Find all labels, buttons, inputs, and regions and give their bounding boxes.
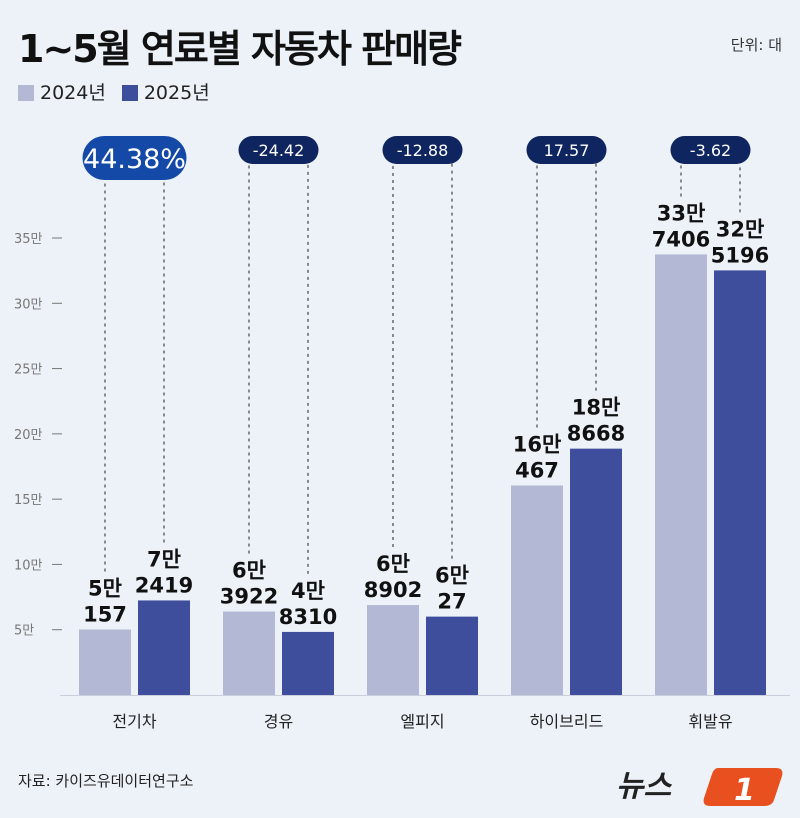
data-label-line1: 6만 xyxy=(435,564,469,588)
change-badge xyxy=(382,136,463,164)
bar-2024 xyxy=(511,485,563,695)
legend-swatch-2025 xyxy=(121,85,138,101)
legend: 2024년 2025년 xyxy=(18,78,210,105)
change-badge-label: 44.38% xyxy=(83,144,186,175)
unit-label: 단위: 대 xyxy=(730,36,782,54)
bar-2025 xyxy=(714,270,766,695)
x-tick-label: 휘발유 xyxy=(688,712,732,731)
connector-line xyxy=(392,149,423,548)
data-label-line2: 467 xyxy=(515,458,559,482)
data-label-line2: 7406 xyxy=(652,227,710,251)
y-tick-label: 35만 xyxy=(14,232,43,247)
chart-title: 1~5월 연료별 자동차 판매량 xyxy=(18,27,462,71)
y-tick-label: 20만 xyxy=(14,428,43,443)
change-badge-label: -3.62 xyxy=(690,141,731,160)
data-label-line2: 8310 xyxy=(279,605,337,629)
connector-line xyxy=(278,149,309,574)
data-label-line2: 27 xyxy=(437,590,466,614)
bar-2024 xyxy=(367,605,419,695)
change-badge-label: -24.42 xyxy=(253,141,305,160)
connector-line xyxy=(422,149,453,559)
connector-line xyxy=(134,157,165,543)
data-label-line2: 3922 xyxy=(220,585,278,609)
change-badge-label: -12.88 xyxy=(397,141,449,160)
data-label-line1: 4만 xyxy=(291,579,325,603)
change-badge xyxy=(82,136,187,180)
data-label-line1: 6만 xyxy=(232,559,266,583)
data-label-line2: 8668 xyxy=(567,422,625,446)
change-badge xyxy=(670,136,751,164)
data-label-line1: 33만 xyxy=(657,201,706,225)
y-tick-label: 30만 xyxy=(14,297,43,312)
bar-2025 xyxy=(138,600,190,695)
y-tick-label: 15만 xyxy=(14,493,43,508)
x-tick-label: 경유 xyxy=(264,712,293,731)
connector-line xyxy=(248,149,279,554)
data-label-line1: 18만 xyxy=(572,396,621,420)
data-label-line2: 8902 xyxy=(364,578,422,602)
bar-2024 xyxy=(223,611,275,695)
x-tick-label: 하이브리드 xyxy=(530,712,604,731)
svg-text:뉴스: 뉴스 xyxy=(616,769,673,804)
change-badge xyxy=(238,136,319,164)
y-tick-label: 25만 xyxy=(14,363,43,378)
y-tick-label: 5만 xyxy=(14,624,34,639)
data-label-line2: 2419 xyxy=(135,573,193,597)
data-label-line1: 6만 xyxy=(376,552,410,576)
news1-logo: 뉴스 1 xyxy=(616,768,783,808)
data-label-line2: 5196 xyxy=(711,243,769,267)
data-label-line1: 7만 xyxy=(147,547,181,571)
change-badge-label: 17.57 xyxy=(544,141,590,160)
legend-item-2025: 2025년 xyxy=(121,78,210,105)
x-tick-label: 전기차 xyxy=(112,712,156,731)
source-note: 자료: 카이즈유데이터연구소 xyxy=(18,772,194,790)
data-label-line1: 32만 xyxy=(716,217,765,241)
legend-label-2024: 2024년 xyxy=(40,82,106,104)
legend-label-2025: 2025년 xyxy=(143,82,210,104)
bar-2024 xyxy=(79,629,131,695)
connector-line xyxy=(104,157,135,572)
legend-swatch-2024 xyxy=(18,85,34,101)
connector-line xyxy=(680,149,711,197)
connector-line xyxy=(536,149,567,428)
y-tick-label: 10만 xyxy=(14,558,43,573)
data-label-line1: 5만 xyxy=(88,577,122,601)
data-label-line2: 157 xyxy=(83,603,127,627)
legend-item-2024: 2024년 xyxy=(18,78,106,105)
data-label-line1: 16만 xyxy=(513,432,562,456)
bar-2024 xyxy=(655,254,707,696)
connector-line xyxy=(566,149,597,391)
change-badge xyxy=(526,136,607,164)
svg-text:1: 1 xyxy=(734,773,755,808)
bar-2025 xyxy=(426,616,478,695)
bar-2025 xyxy=(570,448,622,695)
bar-2025 xyxy=(282,631,334,695)
x-tick-label: 엘피지 xyxy=(400,712,444,731)
